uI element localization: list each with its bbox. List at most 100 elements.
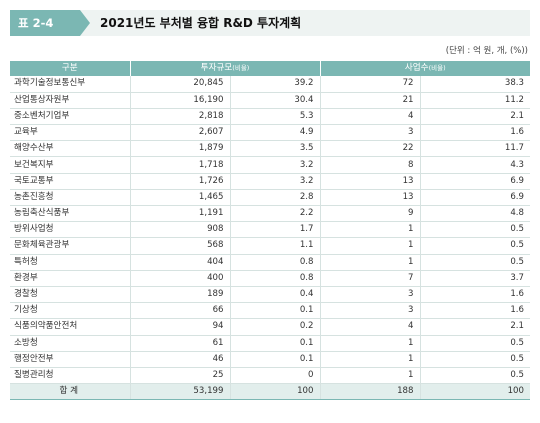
cell-investment: 400 [130, 270, 231, 287]
cell-projects-ratio: 38.3 [420, 76, 530, 93]
cell-projects-ratio: 4.8 [420, 205, 530, 223]
cell-investment: 2,818 [130, 108, 231, 126]
header-investment-sub: (비율) [232, 64, 250, 72]
cell-investment: 25 [130, 367, 231, 385]
cell-investment: 53,199 [130, 383, 231, 401]
cell-projects-ratio: 100 [420, 383, 530, 401]
cell-investment-ratio: 2.8 [230, 189, 321, 207]
cell-dept: 행정안전부 [10, 351, 131, 368]
cell-projects-ratio: 2.1 [420, 108, 530, 126]
table-row: 방위사업청 908 1.7 1 0.5 [10, 221, 530, 239]
cell-projects: 1 [320, 254, 421, 271]
cell-investment: 61 [130, 335, 231, 352]
cell-investment: 568 [130, 237, 231, 255]
cell-projects: 4 [320, 318, 421, 336]
investment-table: 구분 투자규모(비율) 사업수(비율) 과학기술정보통신부 20,845 39.2 7… [10, 61, 530, 401]
cell-investment-ratio: 0.1 [230, 302, 321, 320]
table-row: 식품의약품안전처 94 0.2 4 2.1 [10, 318, 530, 336]
cell-investment-ratio: 3.5 [230, 140, 321, 158]
cell-dept: 중소벤처기업부 [10, 108, 131, 126]
cell-dept: 소방청 [10, 335, 131, 352]
cell-investment: 1,718 [130, 156, 231, 174]
table-row: 농촌진흥청 1,465 2.8 13 6.9 [10, 189, 530, 207]
header-dept: 구분 [10, 61, 131, 76]
cell-projects: 9 [320, 205, 421, 223]
cell-investment-ratio: 0.2 [230, 318, 321, 336]
cell-projects-ratio: 0.5 [420, 254, 530, 271]
table-row: 경찰청 189 0.4 3 1.6 [10, 286, 530, 304]
cell-investment: 1,191 [130, 205, 231, 223]
cell-investment: 908 [130, 221, 231, 239]
cell-dept: 특허청 [10, 254, 131, 271]
cell-projects-ratio: 1.6 [420, 302, 530, 320]
cell-projects: 7 [320, 270, 421, 287]
table-title-bar: 표 2-4 2021년도 부처별 융합 R&D 투자계획 [10, 10, 530, 36]
cell-investment-ratio: 5.3 [230, 108, 321, 126]
table-row: 행정안전부 46 0.1 1 0.5 [10, 351, 530, 368]
cell-dept: 산업통상자원부 [10, 92, 131, 109]
cell-dept: 환경부 [10, 270, 131, 287]
cell-projects-ratio: 2.1 [420, 318, 530, 336]
cell-projects-ratio: 3.7 [420, 270, 530, 287]
cell-projects: 188 [320, 383, 421, 401]
cell-projects-ratio: 11.2 [420, 92, 530, 109]
cell-projects: 3 [320, 286, 421, 304]
cell-projects-ratio: 1.6 [420, 124, 530, 142]
cell-dept: 보건복지부 [10, 156, 131, 174]
table-header-row: 구분 투자규모(비율) 사업수(비율) [10, 61, 530, 76]
cell-investment-ratio: 3.2 [230, 156, 321, 174]
cell-investment-ratio: 0.4 [230, 286, 321, 304]
cell-dept: 농촌진흥청 [10, 189, 131, 207]
cell-investment: 1,879 [130, 140, 231, 158]
cell-investment: 94 [130, 318, 231, 336]
header-projects: 사업수(비율) [320, 61, 530, 76]
table-row: 기상청 66 0.1 3 1.6 [10, 302, 530, 320]
cell-projects-ratio: 6.9 [420, 189, 530, 207]
total-row: 합 계 53,199 100 188 100 [10, 383, 530, 401]
cell-dept: 교육부 [10, 124, 131, 142]
unit-note: (단위 : 억 원, 개, (%)) [445, 46, 528, 56]
cell-projects-ratio: 11.7 [420, 140, 530, 158]
table-row: 산업통상자원부 16,190 30.4 21 11.2 [10, 92, 530, 109]
cell-projects: 72 [320, 76, 421, 93]
cell-investment-ratio: 0.8 [230, 254, 321, 271]
cell-projects-ratio: 0.5 [420, 237, 530, 255]
cell-investment: 2,607 [130, 124, 231, 142]
cell-projects-ratio: 0.5 [420, 367, 530, 385]
cell-dept: 경찰청 [10, 286, 131, 304]
table-number-tag: 표 2-4 [10, 10, 90, 36]
header-investment-label: 투자규모 [200, 63, 233, 73]
cell-projects: 21 [320, 92, 421, 109]
cell-projects: 3 [320, 124, 421, 142]
cell-projects: 1 [320, 221, 421, 239]
cell-projects-ratio: 0.5 [420, 335, 530, 352]
cell-projects: 13 [320, 173, 421, 190]
total-label: 합 계 [10, 383, 131, 401]
cell-investment-ratio: 2.2 [230, 205, 321, 223]
cell-investment-ratio: 4.9 [230, 124, 321, 142]
header-projects-label: 사업수 [404, 63, 429, 73]
cell-investment: 404 [130, 254, 231, 271]
cell-projects: 22 [320, 140, 421, 158]
table-title: 2021년도 부처별 융합 R&D 투자계획 [100, 16, 302, 30]
cell-projects-ratio: 0.5 [420, 351, 530, 368]
cell-projects: 1 [320, 335, 421, 352]
cell-investment-ratio: 100 [230, 383, 321, 401]
cell-dept: 기상청 [10, 302, 131, 320]
cell-projects-ratio: 4.3 [420, 156, 530, 174]
cell-projects-ratio: 1.6 [420, 286, 530, 304]
cell-investment-ratio: 1.1 [230, 237, 321, 255]
table-row: 과학기술정보통신부 20,845 39.2 72 38.3 [10, 76, 530, 93]
cell-dept: 농림축산식품부 [10, 205, 131, 223]
cell-dept: 질병관리청 [10, 367, 131, 385]
cell-investment-ratio: 0.1 [230, 335, 321, 352]
cell-dept: 식품의약품안전처 [10, 318, 131, 336]
header-projects-sub: (비율) [428, 64, 446, 72]
cell-investment-ratio: 1.7 [230, 221, 321, 239]
cell-investment-ratio: 0.1 [230, 351, 321, 368]
header-investment: 투자규모(비율) [130, 61, 321, 76]
cell-dept: 방위사업청 [10, 221, 131, 239]
cell-projects: 1 [320, 237, 421, 255]
cell-investment-ratio: 0.8 [230, 270, 321, 287]
cell-dept: 해양수산부 [10, 140, 131, 158]
